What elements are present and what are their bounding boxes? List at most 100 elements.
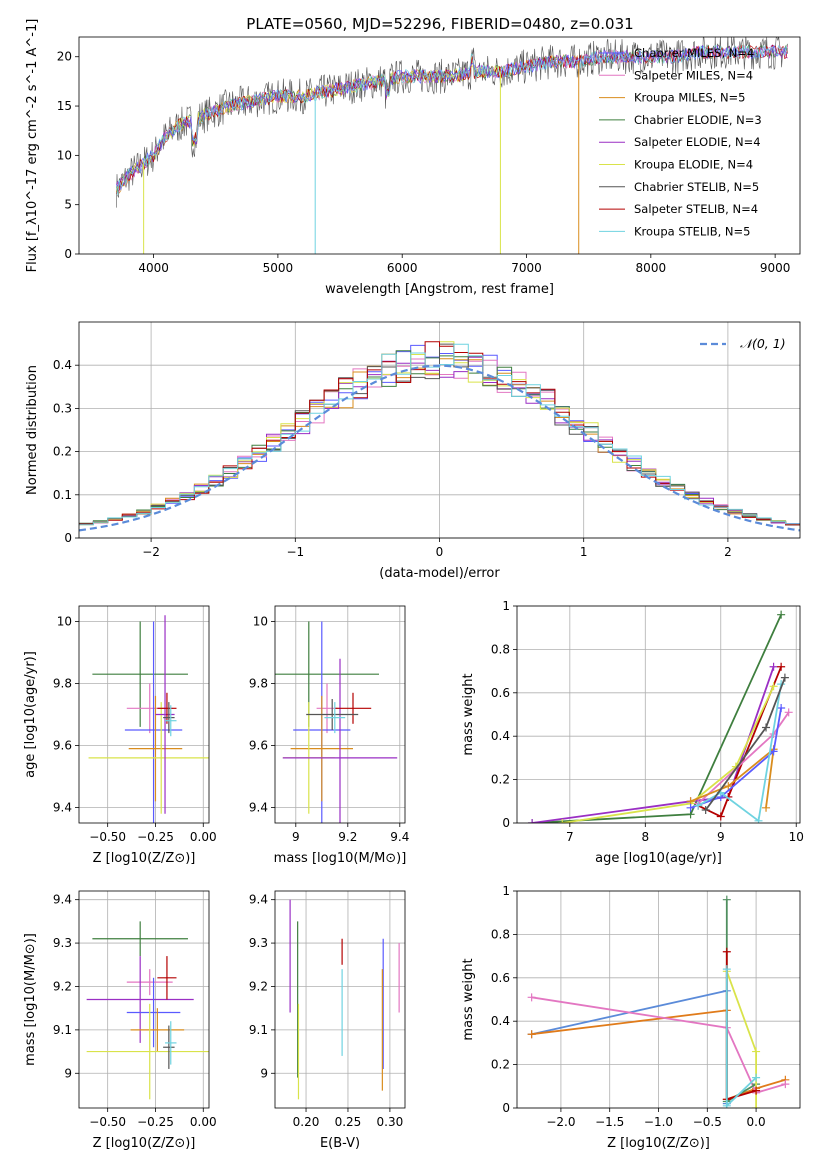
y-tick-label: 9 bbox=[64, 1066, 72, 1080]
x-axis-label: age [log10(age/yr)] bbox=[595, 851, 722, 866]
weight-marker bbox=[762, 803, 771, 812]
y-tick-label: 0.8 bbox=[491, 642, 510, 656]
x-tick-label: 9 bbox=[292, 830, 300, 844]
y-tick-label: 0 bbox=[64, 247, 72, 261]
weight-marker bbox=[752, 1104, 761, 1108]
y-tick-label: 0.4 bbox=[491, 729, 510, 743]
errorbar-point bbox=[316, 683, 338, 734]
y-tick-label: 9.6 bbox=[249, 739, 268, 753]
errorbar-point bbox=[165, 1021, 177, 1065]
y-tick-label: 0.8 bbox=[491, 927, 510, 941]
y-tick-label: 10 bbox=[253, 615, 268, 629]
weight-marker bbox=[528, 819, 537, 823]
errorbar-point bbox=[86, 1003, 209, 1100]
weight-marker bbox=[752, 1086, 761, 1095]
x-tick-label: −0.50 bbox=[89, 830, 126, 844]
plot-area bbox=[116, 37, 788, 254]
y-tick-label: 10 bbox=[57, 615, 72, 629]
y-tick-label: 0.2 bbox=[53, 445, 72, 459]
legend-label: Salpeter MILES, N=4 bbox=[634, 68, 753, 82]
weight-line bbox=[690, 707, 782, 809]
y-tick-label: 0.4 bbox=[53, 358, 72, 372]
weight-marker bbox=[724, 782, 733, 791]
plot-area bbox=[79, 341, 800, 532]
y-tick-label: 9.4 bbox=[249, 893, 268, 907]
y-tick-label: 0 bbox=[502, 816, 510, 830]
x-tick-label: 0.0 bbox=[747, 1115, 766, 1129]
weight-marker bbox=[752, 1047, 761, 1056]
y-axis-label: mass [log10(M/M⊙)] bbox=[23, 933, 38, 1066]
weight-marker bbox=[716, 812, 725, 821]
plot-area bbox=[528, 610, 793, 823]
x-tick-label: 0.00 bbox=[190, 830, 217, 844]
errorbar-point bbox=[92, 621, 188, 727]
plot-area bbox=[275, 621, 398, 823]
x-tick-label: 0.20 bbox=[293, 1115, 320, 1129]
x-tick-label: −2 bbox=[142, 545, 160, 559]
legend-label: 𝒩(0, 1) bbox=[740, 336, 786, 351]
errorbar-point bbox=[282, 658, 398, 823]
weight-line bbox=[697, 666, 782, 818]
errorbar-point bbox=[128, 695, 183, 802]
legend-label: Salpeter STELIB, N=4 bbox=[634, 202, 758, 216]
errorbar-point bbox=[88, 702, 209, 814]
x-axis-label: Z [log10(Z/Z⊙)] bbox=[607, 1136, 710, 1151]
legend-label: Kroupa STELIB, N=5 bbox=[634, 224, 751, 238]
weight-marker bbox=[722, 947, 731, 956]
errorbar-point bbox=[306, 699, 359, 730]
weight-marker bbox=[686, 803, 695, 812]
x-tick-label: −2.0 bbox=[546, 1115, 575, 1129]
legend-label: Chabrier MILES, N=4 bbox=[634, 46, 754, 60]
weight-marker bbox=[781, 1080, 790, 1089]
legend: Chabrier MILES, N=4 Salpeter MILES, N=4 Kr… bbox=[599, 46, 762, 238]
errorbar-point bbox=[163, 702, 175, 734]
y-tick-label: 1 bbox=[502, 599, 510, 613]
panel-spectrum: 4000 5000 6000 7000 8000 9000 0 5 10 15 20 waveleng… bbox=[25, 19, 801, 297]
x-tick-label: −0.5 bbox=[693, 1115, 722, 1129]
y-tick-label: 0.3 bbox=[53, 401, 72, 415]
y-tick-label: 9.3 bbox=[53, 936, 72, 950]
spectrum-line-chabrier_miles bbox=[116, 44, 788, 191]
spectrum-line-chabrier_stelib bbox=[116, 37, 788, 208]
errorbar-point bbox=[290, 695, 353, 802]
legend-label: Kroupa MILES, N=5 bbox=[634, 91, 746, 105]
weight-marker bbox=[752, 1073, 761, 1082]
x-axis-label: wavelength [Angstrom, rest frame] bbox=[325, 282, 554, 297]
weight-marker bbox=[558, 819, 567, 823]
y-tick-label: 0.6 bbox=[491, 971, 510, 985]
x-tick-label: 9 bbox=[717, 830, 725, 844]
gaussian-curve bbox=[79, 364, 800, 532]
plot-area bbox=[86, 921, 209, 1100]
weight-marker bbox=[722, 1101, 731, 1108]
legend-label: Salpeter ELODIE, N=4 bbox=[634, 135, 761, 149]
weight-line bbox=[531, 996, 786, 1094]
histogram-salpeter_stelib bbox=[79, 341, 800, 526]
weight-marker bbox=[769, 662, 778, 671]
errorbar-point bbox=[157, 692, 177, 724]
x-tick-label: −1.0 bbox=[644, 1115, 673, 1129]
x-tick-label: 1 bbox=[580, 545, 588, 559]
axes-frame bbox=[78, 605, 210, 824]
legend-label: Chabrier ELODIE, N=3 bbox=[634, 113, 762, 127]
panel-weight_vs_age: 7 8 9 10 0 0.2 0.4 0.6 0.8 1 age [log10(age/yr)] ma… bbox=[461, 599, 804, 866]
spectrum-line-kroupa_elodie bbox=[116, 64, 500, 190]
x-tick-label: −0.50 bbox=[89, 1115, 126, 1129]
y-axis-label: mass weight bbox=[461, 673, 476, 755]
weight-line bbox=[562, 685, 775, 823]
weight-marker bbox=[722, 895, 731, 904]
weight-marker bbox=[527, 1030, 536, 1039]
errorbar-point bbox=[130, 1008, 185, 1052]
errorbar-point bbox=[163, 1025, 175, 1069]
errorbar-point bbox=[126, 969, 173, 996]
x-tick-label: 9.2 bbox=[338, 830, 357, 844]
plot-area bbox=[88, 615, 209, 823]
x-axis-label: (data-model)/error bbox=[379, 566, 500, 581]
errorbar-point bbox=[124, 621, 183, 823]
plot-area bbox=[527, 895, 790, 1108]
x-axis-label: mass [log10(M/M⊙)] bbox=[274, 851, 407, 866]
y-tick-label: 9.2 bbox=[53, 979, 72, 993]
x-axis-label: E(B-V) bbox=[320, 1136, 360, 1151]
spectrum-line-kroupa_stelib bbox=[116, 44, 788, 195]
y-axis-label: Normed distribution bbox=[25, 365, 40, 495]
x-tick-label: −0.25 bbox=[137, 830, 174, 844]
